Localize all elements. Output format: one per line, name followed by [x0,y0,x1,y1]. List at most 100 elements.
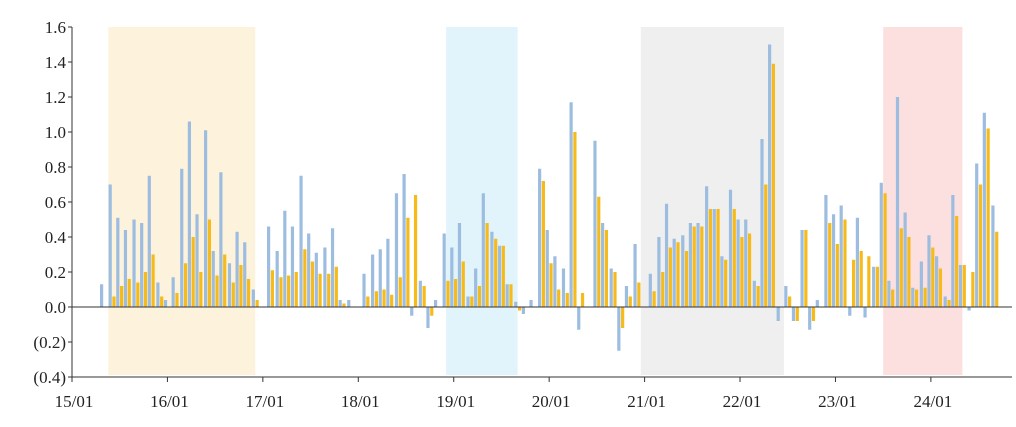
y-tick-label: 1.4 [45,53,67,72]
bar-component-24 [303,249,307,307]
bar-total-86 [815,300,819,307]
bar-component-77 [747,233,752,307]
bar-total-9 [171,277,175,307]
bar-component-72 [708,209,713,307]
bar-component-69 [684,251,689,307]
bar-total-85 [808,307,812,330]
bar-component-98 [914,289,919,307]
bar-component-54 [549,263,553,307]
bar-total-59 [593,140,597,307]
x-tick-label: 17/01 [245,392,284,411]
bar-component-7 [160,296,164,307]
bar-total-97 [903,212,907,307]
bar-component-47 [494,238,498,307]
bar-component-55 [557,289,561,307]
bar-total-95 [887,280,891,307]
bar-component-66 [661,272,665,307]
bar-total-47 [490,231,494,307]
bar-total-55 [553,256,557,307]
x-tick-label: 24/01 [914,392,953,411]
bar-total-71 [696,223,700,307]
bar-component-34 [390,294,394,307]
bar-component-29 [342,303,346,307]
bar-component-35 [398,277,402,307]
bar-component-62 [621,307,625,328]
bar-component-15 [223,254,227,307]
bar-total-82 [784,286,788,307]
x-tick-label: 23/01 [818,392,857,411]
axes [68,26,1012,382]
bar-component-104 [962,265,966,307]
bar-total-102 [943,296,947,307]
bar-total-40 [434,300,438,307]
bar-total-73 [712,209,716,307]
bar-total-46 [481,193,485,307]
bar-component-94 [883,193,887,307]
bar-component-48 [501,245,505,307]
bar-component-26 [318,273,322,307]
bar-total-11 [187,121,191,307]
bar-component-32 [374,291,379,307]
bar-total-77 [744,219,748,307]
bar-total-92 [863,307,867,318]
bar-total-23 [290,226,295,307]
y-tick-label: 0.0 [45,298,66,317]
bar-component-63 [628,296,632,307]
bar-component-102 [947,300,951,307]
bar-component-38 [422,286,426,307]
bar-component-42 [454,279,458,307]
bar-total-15 [219,172,223,307]
bar-total-8 [163,300,168,307]
bar-component-39 [430,307,434,316]
bar-component-14 [215,275,219,307]
x-tick-label: 16/01 [150,392,189,411]
bar-component-22 [287,275,291,307]
bar-total-105 [967,307,971,311]
bar-component-9 [175,293,179,307]
bar-total-72 [705,186,709,307]
bar-component-37 [413,195,418,307]
bar-total-25 [307,233,311,307]
bar-component-4 [136,282,140,307]
bar-component-71 [700,226,704,307]
bar-component-56 [565,293,569,307]
x-tick-label: 20/01 [532,392,571,411]
bar-total-108 [991,205,995,307]
bar-component-44 [470,296,474,307]
bar-total-64 [633,244,637,307]
bar-component-73 [716,209,720,307]
x-tick-label: 15/01 [55,392,94,411]
bar-total-0 [99,284,104,307]
bar-total-13 [204,130,208,307]
x-tick-label: 22/01 [723,392,762,411]
bar-component-105 [971,272,975,307]
bar-total-96 [895,97,900,307]
bar-component-3 [127,279,131,307]
bar-component-58 [580,293,585,307]
bar-total-88 [831,214,836,307]
bar-total-16 [227,263,232,307]
bar-component-36 [406,217,410,307]
y-tick-label: (0.4) [33,368,66,387]
bar-component-89 [843,219,847,307]
bar-series [99,44,999,351]
bar-component-88 [835,244,839,307]
bar-total-32 [371,254,375,307]
bar-component-20 [270,270,274,307]
bar-total-90 [848,307,852,316]
bar-total-57 [569,102,573,307]
bar-total-19 [251,289,255,307]
bar-component-84 [804,230,808,307]
bar-component-101 [938,268,943,307]
bar-component-23 [294,272,298,307]
bar-component-107 [986,128,990,307]
bar-component-67 [668,247,672,307]
bar-total-38 [418,280,422,307]
bar-component-99 [923,287,927,307]
bar-total-2 [116,217,120,307]
bar-total-69 [681,235,685,307]
bar-total-3 [123,230,128,307]
bar-total-17 [235,231,239,307]
bar-total-22 [283,210,287,307]
